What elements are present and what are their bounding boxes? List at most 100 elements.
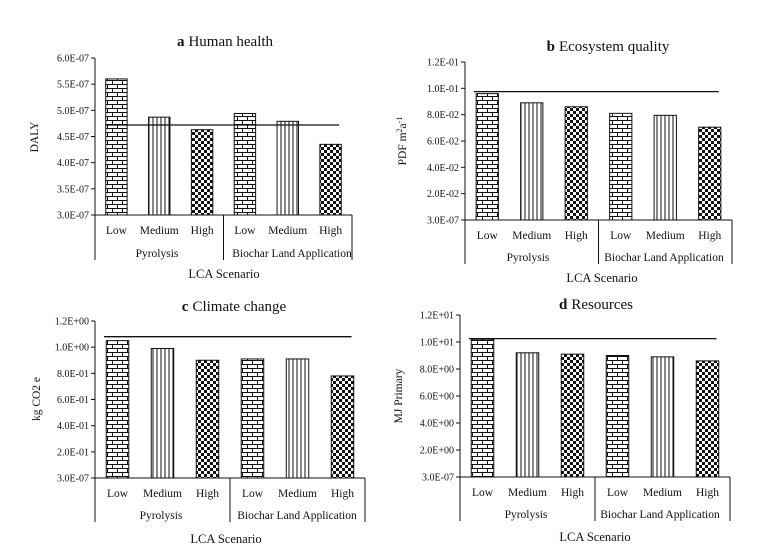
panel-d-bar-4 [605, 355, 630, 478]
panel-b-xlabel: LCA Scenario [566, 271, 637, 285]
panel-d-title: d Resources [559, 297, 633, 313]
panel-c-y-tick-label: 3.0E-07 [57, 474, 89, 485]
panel-a-category-label: Low [234, 225, 256, 237]
panel-a-y-tick-label: 5.0E-07 [57, 106, 89, 117]
panel-a-y-tick-label: 3.0E-07 [57, 211, 89, 222]
panel-c-bar-6 [330, 375, 355, 479]
panel-c-category-label: High [331, 488, 354, 500]
panel-d-ylabel: MJ Primary [393, 368, 405, 423]
panel-d-y-tick-label: 6.0E+00 [420, 392, 454, 403]
panel-a-category-label: High [319, 225, 342, 237]
panel-c-y-tick-label: 6.0E-01 [57, 395, 89, 406]
panel-b-y-tick-label: 1.2E-01 [427, 58, 459, 69]
panel-a-bar-2 [148, 116, 171, 216]
panel-c-y-tick-label: 2.0E-01 [57, 447, 89, 458]
panel-d-category-label: High [696, 487, 719, 499]
panel-c-y-tick-label: 4.0E-01 [57, 421, 89, 432]
panel-a-bar-4 [233, 112, 257, 216]
panel-c-category-label: High [196, 488, 219, 500]
panel-b-bar-1 [475, 93, 499, 221]
panel-d-xlabel: LCA Scenario [559, 530, 630, 544]
panel-a-category-label: Low [106, 225, 128, 237]
panel-d-bar-5 [650, 356, 675, 478]
panel-c-bar-3 [195, 359, 220, 479]
panel-d-title-text: Resources [571, 297, 633, 313]
panel-c-category-label: Medium [143, 488, 182, 500]
panel-b-y-tick-label: 4.0E-02 [427, 163, 459, 174]
panel-a-y-tick-label: 6.0E-07 [57, 54, 89, 65]
panel-b-group-pyrolysis: Pyrolysis [507, 252, 550, 264]
panel-d-group-pyrolysis: Pyrolysis [505, 509, 548, 521]
panel-c-y-tick-label: 8.0E-01 [57, 369, 89, 380]
panel-b-category-label: Low [610, 230, 632, 242]
panel-a-bar-5 [276, 120, 299, 216]
panel-a-ylabel: DALY [29, 121, 41, 152]
panel-c-bar-1 [105, 340, 130, 479]
panel-d-y-tick-label: 8.0E+00 [420, 365, 454, 376]
panel-c-bar-4 [240, 358, 265, 479]
panel-d-y-tick-label: 3.0E-07 [422, 473, 454, 484]
panel-c-category-label: Low [107, 488, 129, 500]
panel-b-ylabel-mid: a [397, 123, 409, 128]
panel-b-title-text: Ecosystem quality [559, 39, 670, 55]
panel-d-bar-2 [515, 352, 540, 478]
panel-d-category-label: Medium [643, 487, 682, 499]
panel-a-y-tick-label: 4.5E-07 [57, 132, 89, 143]
panel-a-title-text: Human health [188, 34, 273, 50]
panel-c-y-tick-label: 1.0E+00 [55, 343, 89, 354]
panel-b-category-label: High [565, 230, 588, 242]
panel-b-bar-2 [520, 102, 544, 221]
panel-c-y-tick-label: 1.2E+00 [55, 317, 89, 328]
panel-c-bar-5 [285, 358, 310, 479]
panel-b-bar-3 [564, 106, 588, 221]
panel-d-category-label: High [561, 487, 584, 499]
panel-c-xlabel: LCA Scenario [190, 532, 261, 546]
panel-b-category-label: Medium [646, 230, 685, 242]
panel-b-group-land: Biochar Land Application [604, 252, 724, 264]
panel-a-y-tick-label: 5.5E-07 [57, 80, 89, 91]
panel-d-y-tick-label: 4.0E+00 [420, 419, 454, 430]
panel-b-category-label: Low [477, 230, 499, 242]
panel-d-y-tick-label: 1.0E+01 [420, 338, 454, 349]
panel-b-title: b Ecosystem quality [547, 39, 670, 55]
panel-b-y-tick-label: 8.0E-02 [427, 110, 459, 121]
panel-c-title: c Climate change [182, 299, 287, 315]
panel-d-group-land: Biochar Land Application [600, 509, 720, 521]
panel-c-category-label: Low [242, 488, 264, 500]
panel-a-category-label: Medium [268, 225, 307, 237]
panel-a-bar-1 [105, 78, 128, 216]
panel-b-ylabel: PDF m2a-1 [395, 117, 409, 166]
panel-a-plot: 3.0E-07 3.5E-07 4.0E-07 4.5E-07 5.0E-07 5.5E-… [57, 54, 353, 260]
panel-b-y-tick-label: 3.0E-07 [427, 216, 459, 227]
panel-c-category-label: Medium [278, 488, 317, 500]
panel-a-category-label: Medium [140, 225, 179, 237]
panel-d-category-label: Low [607, 487, 629, 499]
panel-c-ylabel: kg CO2 e [31, 377, 43, 421]
panel-c-group-pyrolysis: Pyrolysis [140, 510, 183, 522]
panel-a-xlabel: LCA Scenario [188, 267, 259, 281]
panel-d-y-tick-label: 2.0E+00 [420, 446, 454, 457]
panel-d-category-label: Medium [508, 487, 547, 499]
panel-a-bar-3 [190, 129, 214, 216]
panel-d-bar-3 [560, 353, 585, 478]
panel-a-letter: a [177, 34, 185, 50]
panel-c-plot: 3.0E-07 2.0E-01 4.0E-01 6.0E-01 8.0E-01 1.0E+… [55, 317, 366, 522]
panel-d-letter: d [559, 297, 568, 313]
panel-b-y-tick-label: 6.0E-02 [427, 137, 459, 148]
panel-d-bar-1 [470, 338, 495, 478]
panel-c-title-text: Climate change [192, 299, 286, 315]
panel-a-title: a Human health [177, 34, 274, 50]
panel-b-ylabel-base: PDF m [397, 132, 409, 165]
panel-a-category-label: High [191, 225, 214, 237]
panel-b-ylabel-sup1: 2 [395, 128, 404, 132]
panel-a-group-pyrolysis: Pyrolysis [136, 248, 179, 260]
panel-b-plot: 3.0E-07 2.0E-02 4.0E-02 6.0E-02 8.0E-02 1.0E-… [427, 58, 733, 264]
panel-b-ylabel-sup2: -1 [395, 117, 404, 124]
panel-a-y-tick-label: 3.5E-07 [57, 184, 89, 195]
panel-d-category-label: Low [472, 487, 494, 499]
panel-b-category-label: Medium [512, 230, 551, 242]
panel-d-y-tick-label: 1.2E+01 [420, 311, 454, 322]
panel-c-group-land: Biochar Land Application [237, 510, 357, 522]
panel-c-bar-2 [150, 347, 175, 479]
